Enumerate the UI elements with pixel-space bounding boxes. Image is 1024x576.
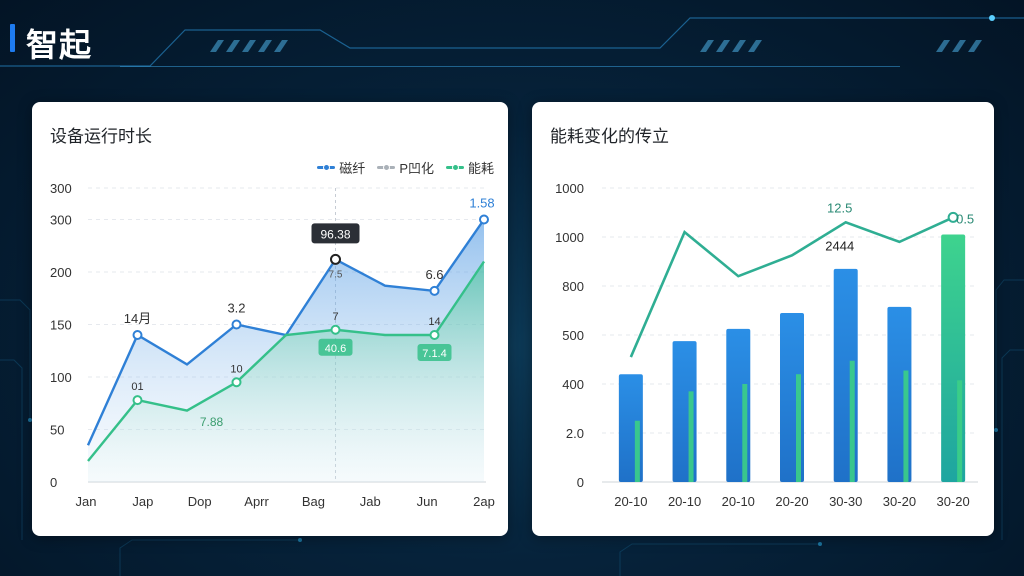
y-tick-label: 0	[50, 475, 57, 490]
bar-chart: 0 2.0 400 500 800 1000 1000 20-10 20-10 20-10 20-2…	[555, 181, 978, 509]
bar-inner	[903, 370, 909, 482]
data-point	[330, 324, 341, 335]
data-label: 7.88	[200, 415, 224, 429]
x-tick-label: Jab	[360, 494, 381, 509]
data-label: 2444	[825, 238, 854, 253]
data-label: 14月	[124, 311, 151, 326]
x-tick-label: 20-10	[722, 494, 755, 509]
x-tick-label: 20-10	[614, 494, 647, 509]
y-tick-label: 200	[50, 265, 72, 280]
data-label: 12.5	[827, 200, 852, 215]
data-point	[132, 395, 143, 406]
legend-swatch	[445, 164, 464, 171]
data-label: 3.2	[227, 301, 245, 316]
data-label: 0.5	[956, 211, 974, 226]
brand-accent-bar	[10, 24, 15, 52]
bar-inner	[634, 420, 640, 482]
header: 智起	[0, 0, 1024, 72]
x-tick-label: 30-20	[937, 494, 970, 509]
y-tick-label: 0	[577, 475, 584, 490]
series-area-green	[88, 261, 484, 482]
bar-inner	[688, 391, 694, 482]
y-tick-label: 300	[50, 213, 72, 228]
value-badge	[318, 338, 353, 356]
x-tick-label: 2ap	[473, 494, 495, 509]
data-point	[479, 214, 489, 225]
y-tick-label: 400	[562, 377, 584, 392]
x-tick-label: 20-20	[775, 494, 808, 509]
y-tick-label: 500	[562, 328, 584, 343]
y-tick-label: 1000	[555, 230, 584, 245]
x-tick-label: Jan	[76, 494, 97, 509]
x-tick-label: Dop	[188, 494, 212, 509]
runtime-chart-card: 设备运行时长 磁纤 P凹化 能耗 0 50 100 150 200 300 300 Jan Ja…	[32, 102, 508, 536]
x-tick-label: 20-10	[668, 494, 701, 509]
legend-label: 能耗	[467, 161, 494, 176]
data-point	[429, 330, 440, 340]
header-frame	[0, 15, 1024, 67]
data-label: 1.58	[469, 196, 494, 211]
brand-title: 智起	[26, 27, 93, 63]
line-chart: 0 50 100 150 200 300 300 Jan Jap Dop Aprr Bag Jab Jun…	[50, 181, 495, 509]
y-tick-label: 2.0	[566, 426, 584, 441]
data-point	[330, 253, 341, 265]
legend-item-3[interactable]: 能耗	[445, 158, 494, 177]
x-tick-label: Bag	[302, 494, 325, 509]
energy-chart-card: 能耗变化的传立 0 2.0 400 500 800 1000 1000 20-10 20-10 2…	[532, 102, 994, 536]
data-point	[947, 211, 959, 223]
badge-text: 40.6	[325, 343, 346, 355]
data-label: 10	[230, 363, 242, 375]
legend-item-2[interactable]: P凹化	[377, 158, 434, 177]
data-label: 7.5	[329, 269, 343, 280]
x-tick-label: Jap	[132, 494, 153, 509]
x-tick-label: Jun	[417, 494, 438, 509]
y-tick-label: 1000	[555, 181, 584, 196]
data-label: 6.6	[425, 267, 443, 282]
legend-label: 磁纤	[339, 161, 366, 176]
bar-inner	[796, 374, 801, 482]
y-tick-label: 100	[50, 370, 72, 385]
badge-text: 7.1.4	[422, 348, 446, 360]
data-point	[231, 319, 242, 330]
tooltip-text: 96.38	[320, 227, 350, 241]
data-point	[231, 377, 242, 388]
data-label: 14	[428, 316, 440, 328]
tooltip-box	[311, 223, 360, 244]
data-point	[132, 330, 143, 340]
bar-inner	[849, 360, 855, 482]
data-label: 01	[131, 381, 143, 393]
value-badge	[417, 344, 452, 361]
series-line	[629, 216, 954, 358]
bar-inner	[957, 380, 963, 482]
data-label: 7	[332, 311, 338, 323]
legend-swatch	[317, 164, 336, 171]
legend-label: P凹化	[399, 161, 434, 176]
data-point	[429, 285, 440, 296]
chart-legend: 磁纤 P凹化 能耗	[317, 158, 494, 177]
x-tick-label: 30-30	[829, 494, 862, 509]
y-tick-label: 300	[50, 181, 72, 196]
legend-item-1[interactable]: 磁纤	[317, 158, 365, 177]
x-tick-label: 30-20	[883, 494, 916, 509]
y-tick-label: 150	[50, 318, 72, 333]
chart-title: 设备运行时长	[50, 127, 152, 146]
bar-inner	[742, 384, 748, 482]
y-tick-label: 800	[562, 279, 584, 294]
y-tick-label: 50	[50, 423, 64, 438]
series-line-green	[87, 260, 485, 462]
x-tick-label: Aprr	[244, 494, 269, 509]
legend-swatch	[377, 164, 396, 171]
chart-title: 能耗变化的传立	[550, 127, 669, 146]
